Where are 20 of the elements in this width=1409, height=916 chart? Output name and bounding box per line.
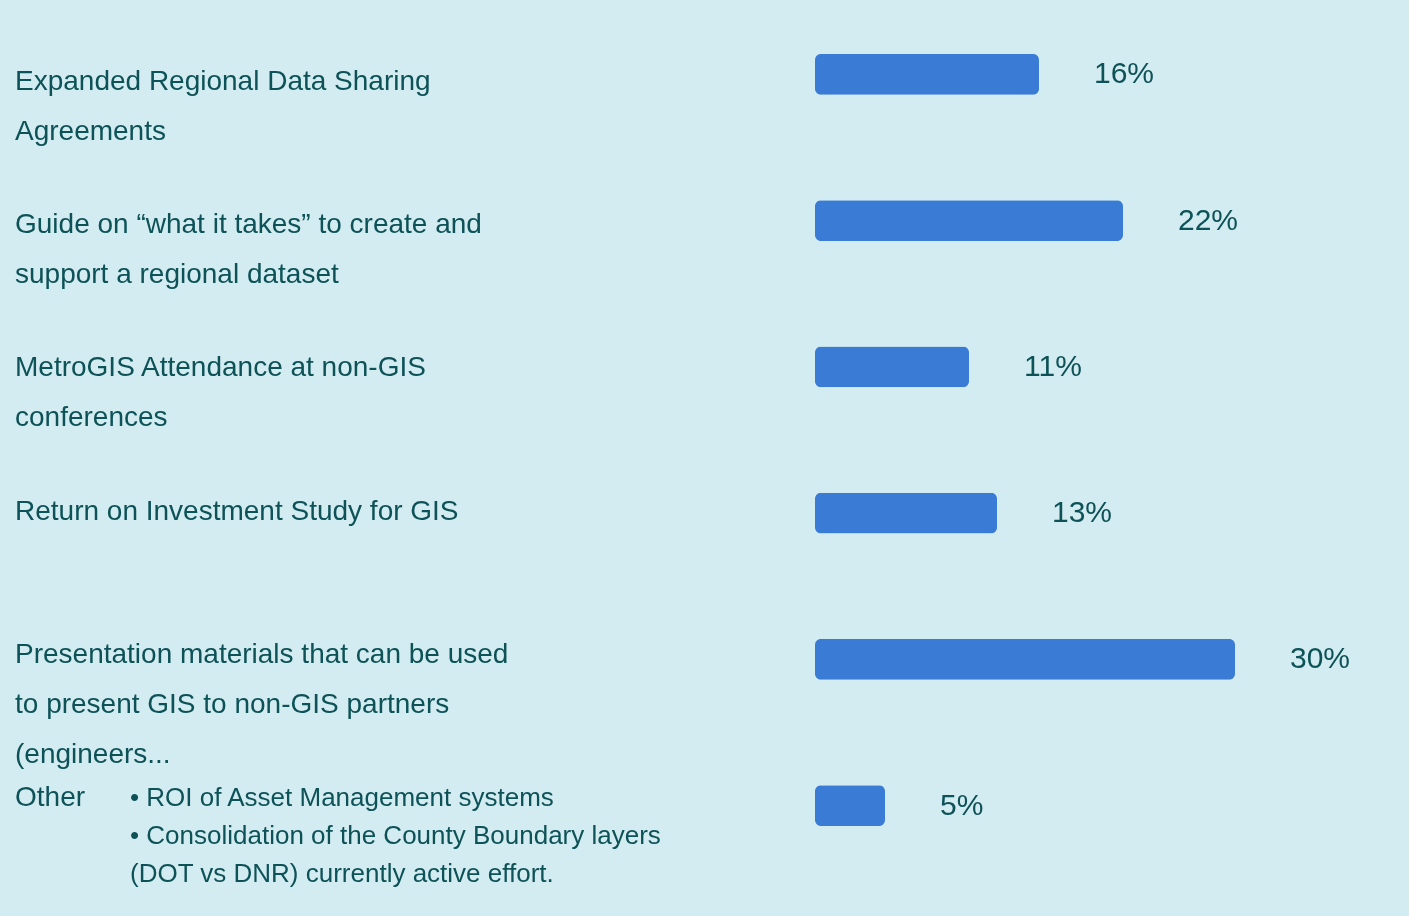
data-label: 5%: [940, 787, 984, 821]
data-label: 30%: [1290, 641, 1351, 675]
bar: [815, 785, 885, 827]
bar: [815, 53, 1039, 95]
text: • ROI of Asset Management systems: [130, 782, 554, 813]
y-tick-label: Presentation materials that can be used to present GIS to non-GIS partners (engineers...: [15, 638, 509, 769]
y-tick-label: Other: [15, 781, 86, 813]
y-tick-label: Guide on “what it takes” to create and support a regional dataset: [15, 208, 482, 289]
bar: [815, 200, 1123, 242]
y-tick-label: Expanded Regional Data Sharing Agreements: [15, 64, 431, 146]
data-label: 11%: [1024, 348, 1082, 382]
y-tick-label: Return on Investment Study for GIS: [15, 494, 459, 526]
data-label: 16%: [1094, 56, 1155, 90]
bar: [815, 492, 997, 534]
bar: [815, 638, 1235, 680]
text: • Consolidation of the County Boundary layers (DOT vs DNR) currently active effort.: [130, 820, 661, 889]
data-label: 22%: [1178, 202, 1239, 236]
y-tick-label: MetroGIS Attendance at non-GIS conferences: [15, 351, 426, 433]
bar: [815, 346, 969, 388]
data-label: 13%: [1052, 495, 1113, 529]
